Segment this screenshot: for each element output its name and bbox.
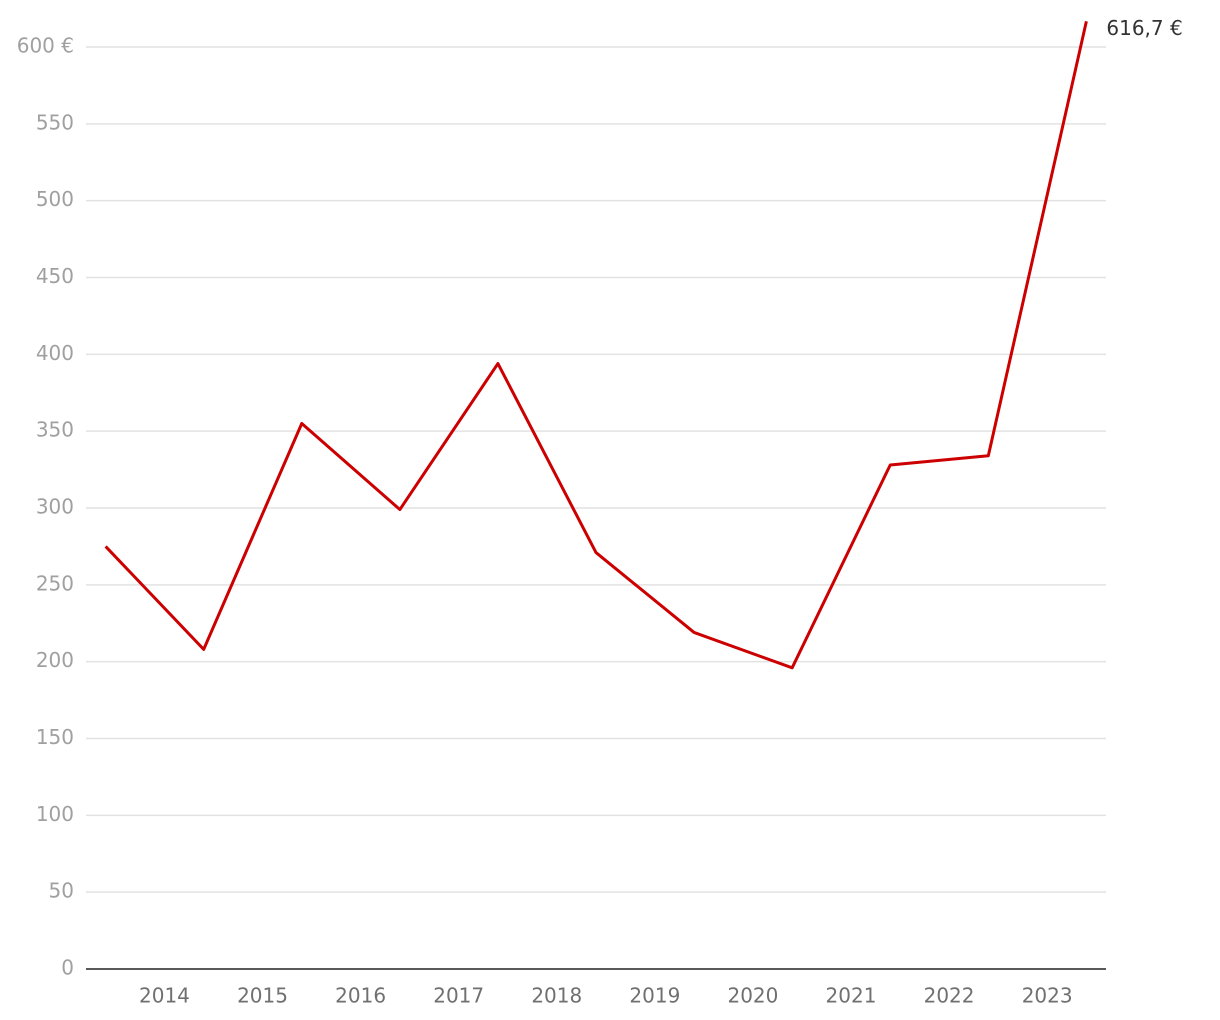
y-tick-label: 400 bbox=[36, 341, 74, 365]
y-tick-label: 350 bbox=[36, 418, 74, 442]
x-tick-label: 2018 bbox=[531, 984, 582, 1008]
y-tick-label: 300 bbox=[36, 495, 74, 519]
x-tick-label: 2022 bbox=[924, 984, 975, 1008]
y-tick-label: 500 bbox=[36, 187, 74, 211]
y-tick-label: 150 bbox=[36, 725, 74, 749]
y-tick-label: 550 bbox=[36, 110, 74, 134]
x-tick-label: 2021 bbox=[826, 984, 877, 1008]
y-tick-label: 200 bbox=[36, 648, 74, 672]
x-tick-label: 2014 bbox=[139, 984, 190, 1008]
y-tick-label: 250 bbox=[36, 571, 74, 595]
x-tick-label: 2019 bbox=[629, 984, 680, 1008]
value-label: 616,7 € bbox=[1106, 16, 1182, 40]
x-tick-label: 2023 bbox=[1022, 984, 1073, 1008]
y-tick-label: 600 € bbox=[17, 34, 74, 58]
y-tick-label: 50 bbox=[49, 879, 74, 903]
x-tick-label: 2017 bbox=[433, 984, 484, 1008]
x-tick-label: 2015 bbox=[237, 984, 288, 1008]
y-tick-label: 0 bbox=[61, 956, 74, 980]
x-tick-label: 2016 bbox=[335, 984, 386, 1008]
x-tick-label: 2020 bbox=[727, 984, 778, 1008]
y-tick-label: 100 bbox=[36, 802, 74, 826]
y-tick-label: 450 bbox=[36, 264, 74, 288]
line bbox=[104, 21, 1088, 670]
